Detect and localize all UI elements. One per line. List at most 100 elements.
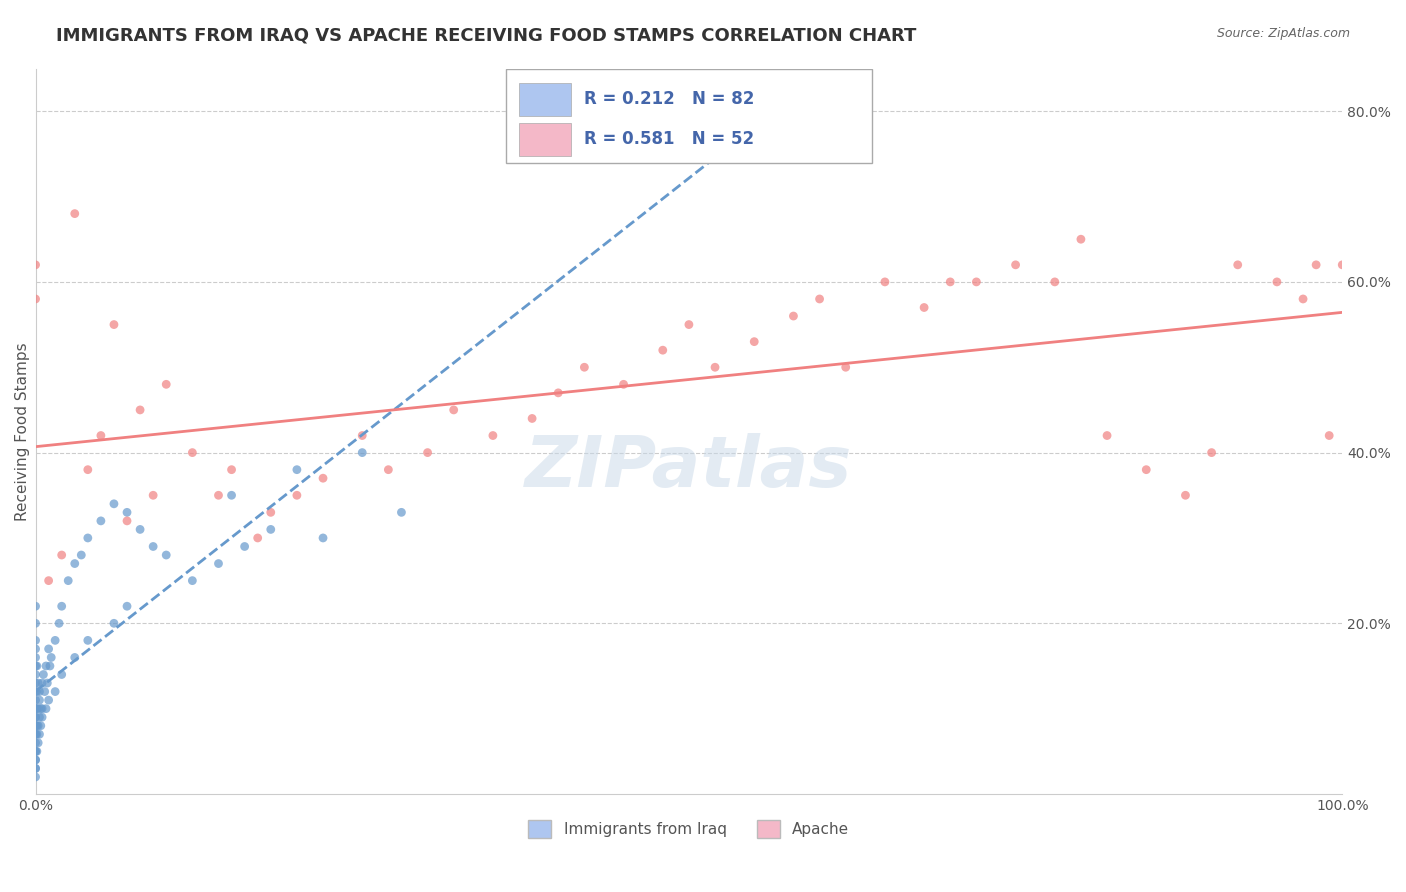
Point [808,292,831,306]
Point [115,514,138,528]
Point [24,616,46,631]
Point [221,488,243,502]
Point [1305,258,1327,272]
Point [35,701,58,715]
Point [155,377,177,392]
Point [24,719,46,733]
Point [103,497,125,511]
Point [63,557,86,571]
Point [1265,275,1288,289]
Point [155,548,177,562]
Point [678,318,700,332]
Point [873,275,896,289]
Point [38,693,60,707]
Point [115,505,138,519]
Point [1201,445,1223,459]
Point [25,659,48,673]
Point [24,727,46,741]
Point [742,334,765,349]
Point [90,514,112,528]
Point [377,463,399,477]
Point [1070,232,1092,246]
Y-axis label: Receiving Food Stamps: Receiving Food Stamps [15,342,30,521]
Point [32,667,55,681]
Point [207,488,229,502]
Point [27,736,49,750]
Point [24,736,46,750]
Point [24,258,46,272]
Point [1174,488,1197,502]
Point [30,701,52,715]
Point [443,403,465,417]
Point [24,744,46,758]
Point [38,574,60,588]
Point [613,377,636,392]
Point [63,650,86,665]
FancyBboxPatch shape [506,69,872,163]
Point [24,701,46,715]
Point [28,684,51,698]
Point [31,710,53,724]
Point [391,505,413,519]
Point [24,292,46,306]
Point [25,684,48,698]
Point [181,574,204,588]
Point [51,599,73,614]
Point [142,540,165,554]
Point [37,676,59,690]
Point [312,531,335,545]
Point [24,650,46,665]
Point [142,488,165,502]
Point [24,676,46,690]
Point [48,616,70,631]
Point [939,275,962,289]
Point [24,770,46,784]
Point [1331,258,1354,272]
Point [25,719,48,733]
Point [24,761,46,775]
Point [31,676,53,690]
Point [912,301,935,315]
Text: ZIPatlas: ZIPatlas [526,433,852,502]
Point [547,385,569,400]
Point [58,574,80,588]
Point [965,275,987,289]
Point [24,727,46,741]
Point [39,659,62,673]
Point [70,548,93,562]
Point [34,684,56,698]
Legend: Immigrants from Iraq, Apache: Immigrants from Iraq, Apache [522,814,855,845]
Point [221,463,243,477]
Point [233,540,256,554]
Point [24,761,46,775]
Point [76,531,98,545]
Text: R = 0.212   N = 82: R = 0.212 N = 82 [585,90,755,108]
Point [31,701,53,715]
Point [115,599,138,614]
Point [285,488,308,502]
Point [24,701,46,715]
Point [246,531,269,545]
Point [352,445,374,459]
Point [1095,428,1118,442]
Point [24,753,46,767]
Point [30,719,52,733]
Point [181,445,204,459]
Point [207,557,229,571]
FancyBboxPatch shape [519,123,571,155]
Point [51,548,73,562]
Point [24,659,46,673]
Point [25,727,48,741]
Point [28,693,51,707]
Point [782,309,804,323]
Point [38,641,60,656]
Point [482,428,505,442]
Point [1292,292,1315,306]
Point [24,753,46,767]
Point [129,523,152,537]
Point [1135,463,1157,477]
Point [24,710,46,724]
Point [24,641,46,656]
Point [24,719,46,733]
Point [260,505,283,519]
